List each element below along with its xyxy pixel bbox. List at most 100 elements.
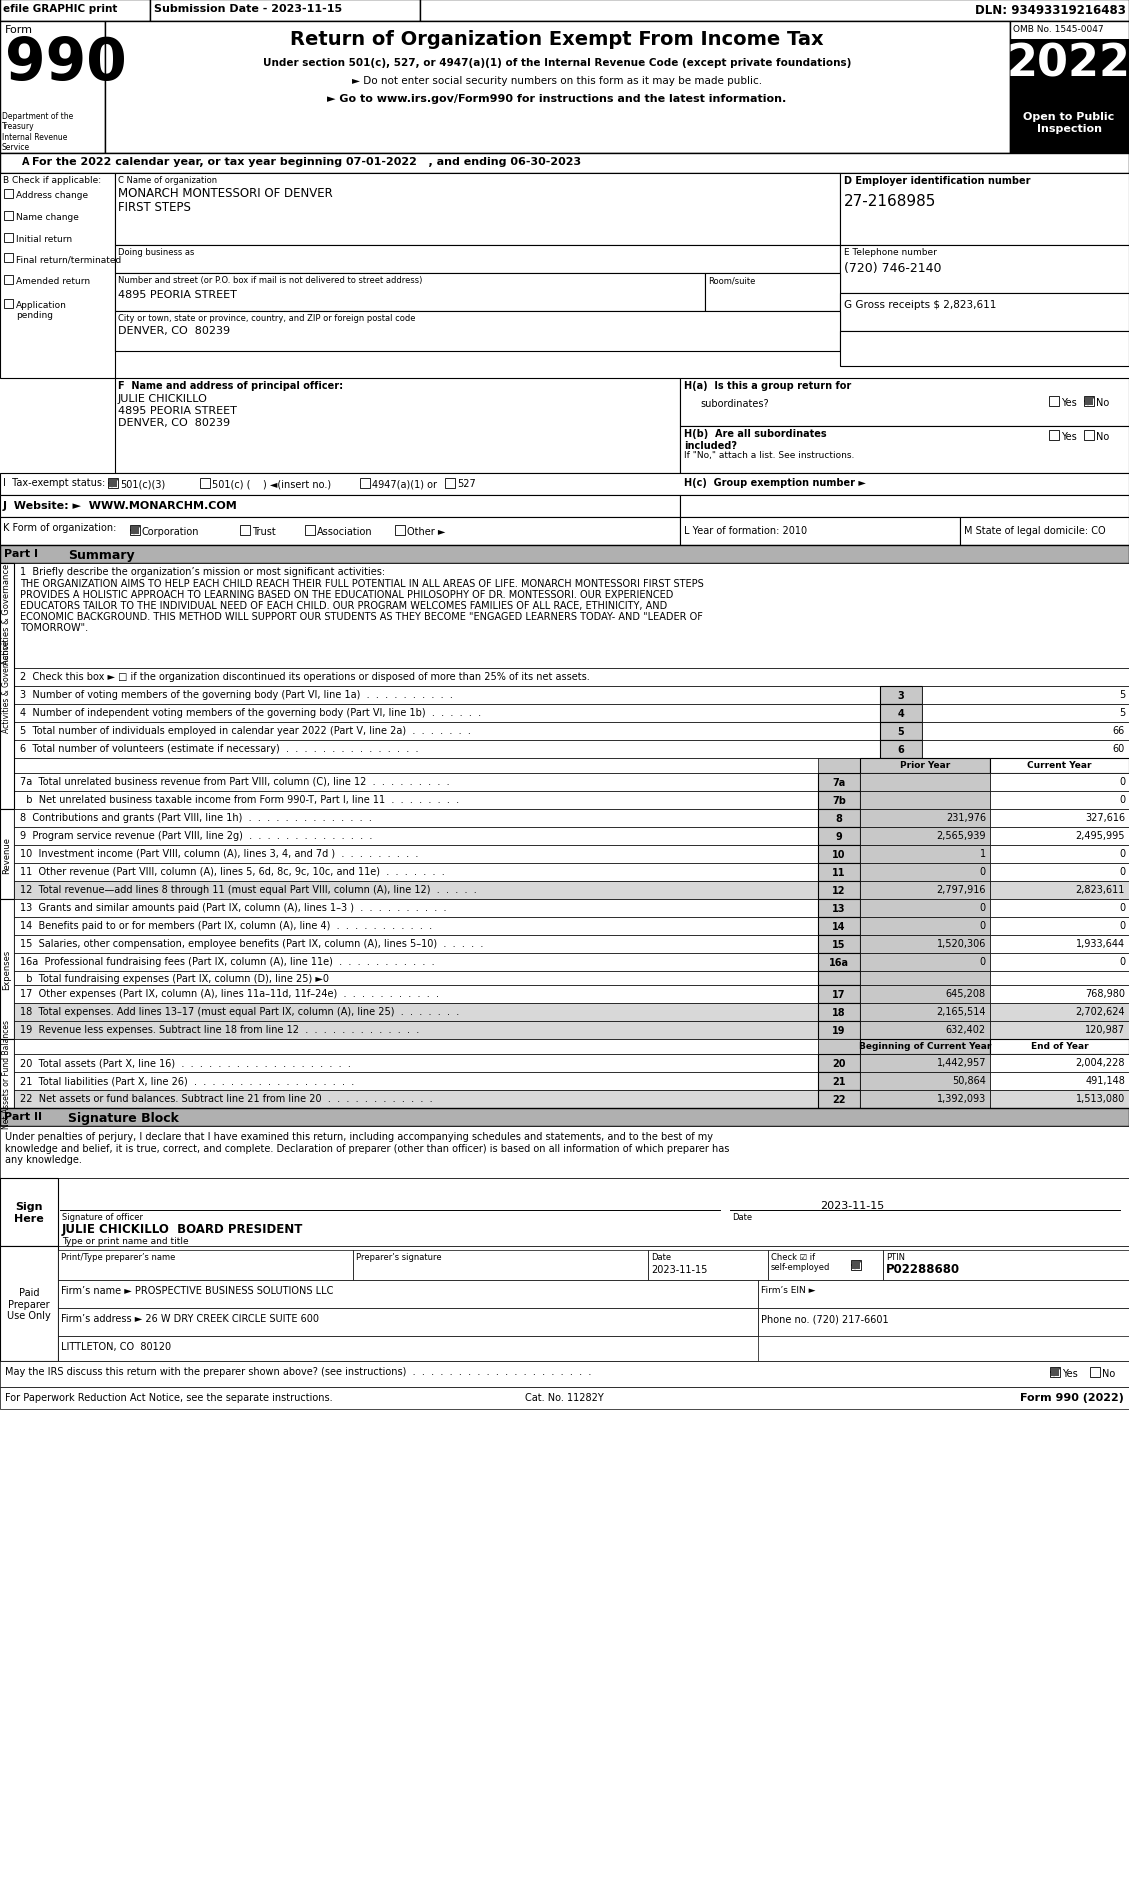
Text: 0: 0 <box>1119 777 1124 787</box>
Text: 9  Program service revenue (Part VIII, line 2g)  .  .  .  .  .  .  .  .  .  .  .: 9 Program service revenue (Part VIII, li… <box>20 830 373 841</box>
Text: 7a: 7a <box>832 777 846 787</box>
Text: 2,565,939: 2,565,939 <box>936 830 986 841</box>
Text: ► Go to www.irs.gov/Form990 for instructions and the latest information.: ► Go to www.irs.gov/Form990 for instruct… <box>327 94 787 104</box>
Bar <box>819 809 860 828</box>
Text: 990: 990 <box>5 36 126 92</box>
Text: Firm’s name ► PROSPECTIVE BUSINESS SOLUTIONS LLC: Firm’s name ► PROSPECTIVE BUSINESS SOLUT… <box>61 1285 333 1295</box>
Bar <box>14 809 819 828</box>
Text: 20: 20 <box>832 1058 846 1069</box>
Text: 5  Total number of individuals employed in calendar year 2022 (Part V, line 2a) : 5 Total number of individuals employed i… <box>20 726 471 736</box>
Text: Phone no. (720) 217-6601: Phone no. (720) 217-6601 <box>761 1314 889 1323</box>
Text: 327,616: 327,616 <box>1085 813 1124 822</box>
Text: Date: Date <box>732 1212 752 1221</box>
Text: 1,442,957: 1,442,957 <box>936 1058 986 1067</box>
Text: 1,933,644: 1,933,644 <box>1076 939 1124 949</box>
Bar <box>5 213 14 220</box>
Bar <box>860 1090 990 1108</box>
Text: 21  Total liabilities (Part X, line 26)  .  .  .  .  .  .  .  .  .  .  .  .  .  : 21 Total liabilities (Part X, line 26) .… <box>20 1075 355 1086</box>
Bar <box>680 518 960 546</box>
Text: 645,208: 645,208 <box>946 988 986 999</box>
Text: 2,165,514: 2,165,514 <box>936 1007 986 1016</box>
Text: 5: 5 <box>1119 708 1124 717</box>
Bar <box>1084 397 1094 407</box>
Text: 0: 0 <box>1119 794 1124 805</box>
Bar <box>990 792 1129 809</box>
Text: 2022: 2022 <box>1007 41 1129 85</box>
Bar <box>0 565 14 809</box>
Bar <box>14 704 879 723</box>
Text: 501(c)(3): 501(c)(3) <box>120 478 165 489</box>
Text: Form: Form <box>5 24 33 36</box>
Bar <box>0 173 115 378</box>
Text: Amended return: Amended return <box>16 277 90 286</box>
Bar <box>14 1039 819 1054</box>
Text: self-employed: self-employed <box>771 1263 830 1272</box>
Bar <box>1010 23 1129 154</box>
Text: Name change: Name change <box>16 213 79 222</box>
Bar <box>5 277 14 284</box>
Bar <box>1010 40 1129 100</box>
Text: May the IRS discuss this return with the preparer shown above? (see instructions: May the IRS discuss this return with the… <box>5 1366 592 1376</box>
Text: 4895 PEORIA STREET: 4895 PEORIA STREET <box>119 290 237 299</box>
Text: 11  Other revenue (Part VIII, column (A), lines 5, 6d, 8c, 9c, 10c, and 11e)  . : 11 Other revenue (Part VIII, column (A),… <box>20 866 445 877</box>
Bar <box>819 1073 860 1090</box>
Text: 3: 3 <box>898 691 904 700</box>
Bar <box>879 723 922 742</box>
Text: 0: 0 <box>1119 903 1124 913</box>
Bar <box>883 1250 1129 1280</box>
Bar <box>5 190 14 199</box>
Bar <box>1084 431 1094 440</box>
Text: Firm’s address ► 26 W DRY CREEK CIRCLE SUITE 600: Firm’s address ► 26 W DRY CREEK CIRCLE S… <box>61 1314 320 1323</box>
Text: 0: 0 <box>980 920 986 930</box>
Text: 1,392,093: 1,392,093 <box>937 1093 986 1103</box>
Text: 13  Grants and similar amounts paid (Part IX, column (A), lines 1–3 )  .  .  .  : 13 Grants and similar amounts paid (Part… <box>20 903 446 913</box>
Bar <box>395 525 405 536</box>
Bar <box>879 742 922 758</box>
Bar <box>1051 1368 1059 1376</box>
Text: Paid
Preparer
Use Only: Paid Preparer Use Only <box>7 1287 51 1321</box>
Text: C Name of organization: C Name of organization <box>119 175 217 184</box>
Bar <box>819 935 860 954</box>
Bar <box>0 1246 58 1361</box>
Text: For the 2022 calendar year, or tax year beginning 07-01-2022   , and ending 06-3: For the 2022 calendar year, or tax year … <box>32 156 581 167</box>
Text: 6  Total number of volunteers (estimate if necessary)  .  .  .  .  .  .  .  .  .: 6 Total number of volunteers (estimate i… <box>20 743 419 753</box>
Bar <box>819 1003 860 1022</box>
Text: Room/suite: Room/suite <box>708 277 755 284</box>
Text: b  Net unrelated business taxable income from Form 990-T, Part I, line 11  .  . : b Net unrelated business taxable income … <box>20 794 460 805</box>
Text: 9: 9 <box>835 832 842 841</box>
Text: 2023-11-15: 2023-11-15 <box>651 1265 708 1274</box>
Text: OMB No. 1545-0047: OMB No. 1545-0047 <box>1013 24 1104 34</box>
Bar <box>648 1250 768 1280</box>
Text: Firm’s EIN ►: Firm’s EIN ► <box>761 1285 815 1295</box>
Bar <box>0 1387 1129 1410</box>
Bar <box>14 918 819 935</box>
Text: 2,495,995: 2,495,995 <box>1076 830 1124 841</box>
Text: 19  Revenue less expenses. Subtract line 18 from line 12  .  .  .  .  .  .  .  .: 19 Revenue less expenses. Subtract line … <box>20 1024 419 1035</box>
Bar <box>860 864 990 881</box>
Text: I  Tax-exempt status:: I Tax-exempt status: <box>3 478 105 487</box>
Bar <box>922 742 1129 758</box>
Text: Number and street (or P.O. box if mail is not delivered to street address): Number and street (or P.O. box if mail i… <box>119 277 422 284</box>
Bar <box>990 809 1129 828</box>
Bar <box>0 809 14 900</box>
Text: Date: Date <box>651 1252 671 1261</box>
Text: 27-2168985: 27-2168985 <box>844 194 936 209</box>
Bar <box>990 1003 1129 1022</box>
Text: Activities & Governance: Activities & Governance <box>2 563 11 664</box>
Text: 17  Other expenses (Part IX, column (A), lines 11a–11d, 11f–24e)  .  .  .  .  . : 17 Other expenses (Part IX, column (A), … <box>20 988 439 999</box>
Text: 10: 10 <box>832 849 846 860</box>
Text: 14: 14 <box>832 922 846 932</box>
Bar <box>58 1280 758 1308</box>
Text: Doing business as: Doing business as <box>119 248 194 256</box>
Text: Beginning of Current Year: Beginning of Current Year <box>859 1041 991 1050</box>
Text: G Gross receipts $ 2,823,611: G Gross receipts $ 2,823,611 <box>844 299 997 311</box>
Text: 5: 5 <box>1119 689 1124 700</box>
Text: H(a)  Is this a group return for: H(a) Is this a group return for <box>684 380 851 391</box>
Text: JULIE CHICKILLO: JULIE CHICKILLO <box>119 393 208 405</box>
Bar <box>704 275 840 312</box>
Bar <box>990 845 1129 864</box>
Bar <box>14 1073 819 1090</box>
Text: End of Year: End of Year <box>1031 1041 1088 1050</box>
Text: D Employer identification number: D Employer identification number <box>844 175 1031 186</box>
Text: 0: 0 <box>980 903 986 913</box>
